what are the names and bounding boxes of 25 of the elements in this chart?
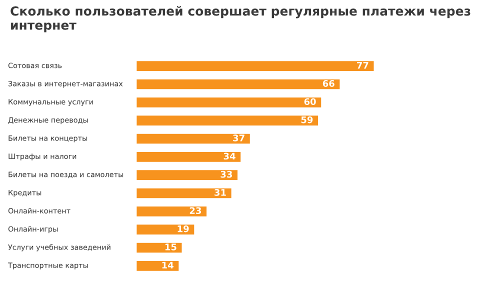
data-label: 60 [304,98,316,106]
data-label: 37 [233,134,244,142]
data-label: 59 [301,116,313,124]
data-label: 15 [165,244,176,250]
bar [136,60,376,72]
data-label: 33 [220,170,232,178]
bar [136,78,342,91]
data-label: 14 [162,262,174,268]
bar [136,96,323,109]
bar [136,114,320,127]
bar [136,132,252,146]
bar [136,168,239,182]
data-label: 34 [224,152,236,160]
bar [136,223,196,236]
data-label: 31 [214,189,226,196]
bar [136,260,180,272]
bar [136,241,184,254]
bar [136,205,208,218]
chart-title: Сколько пользователей совершает регулярные платежи через интернет [10,6,470,32]
data-label: 66 [322,80,334,87]
data-label: 19 [178,225,189,232]
bar [136,186,233,200]
data-label: 23 [190,207,202,214]
bar [136,150,242,164]
data-label: 77 [357,62,368,69]
